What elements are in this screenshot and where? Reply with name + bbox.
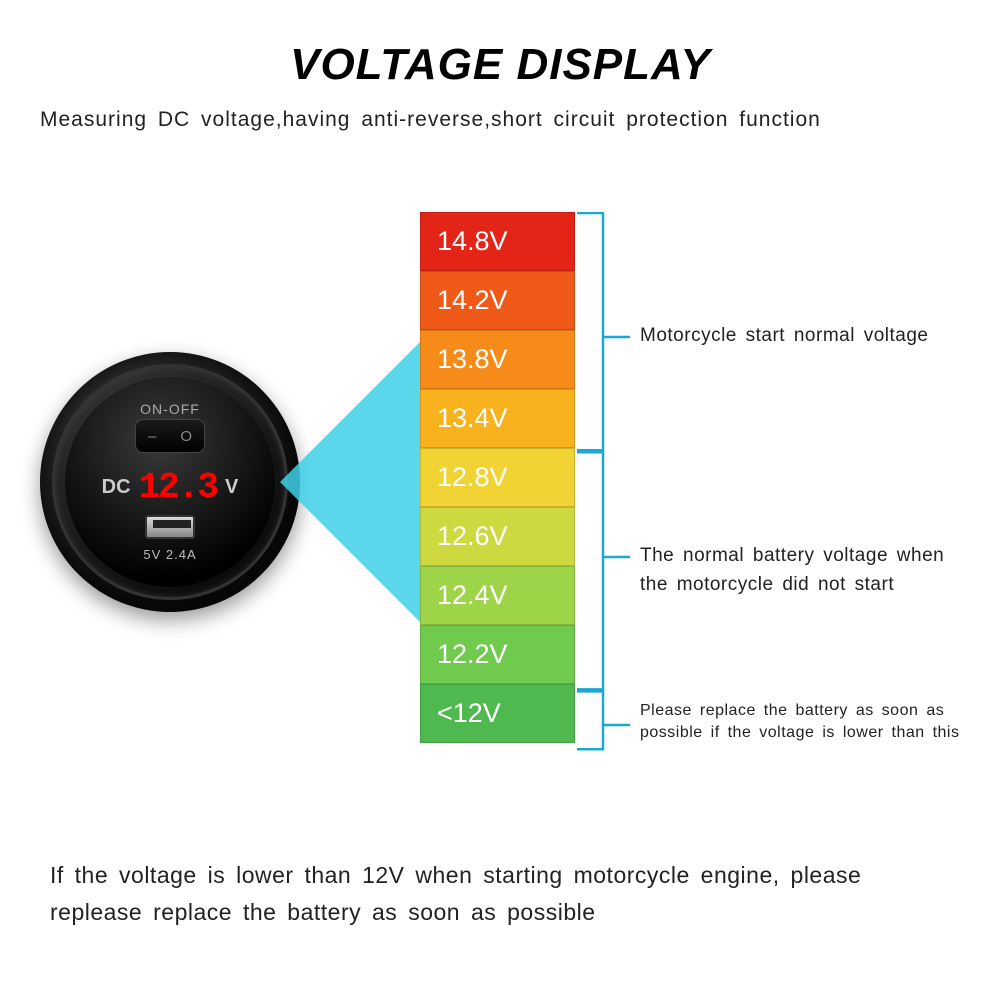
voltage-bar: <12V — [420, 684, 575, 743]
voltage-bar: 12.2V — [420, 625, 575, 684]
footer-warning: If the voltage is lower than 12V when st… — [50, 857, 951, 931]
usb-port-icon — [145, 515, 195, 539]
page-title: VOLTAGE DISPLAY — [0, 0, 1001, 90]
voltage-bar: 13.4V — [420, 389, 575, 448]
bracket-guides — [575, 212, 635, 752]
main-diagram: ON-OFF – O DC 12.3 V 5V 2.4A 14.8V14.2V1… — [0, 192, 1001, 812]
subtitle-text: Measuring DC voltage,having anti-reverse… — [0, 90, 1001, 132]
usb-label: 5V 2.4A — [65, 547, 275, 562]
voltage-reading: 12.3 — [139, 467, 217, 508]
switch-on-icon: O — [180, 428, 192, 445]
voltage-annotation: Please replace the battery as soon as po… — [640, 700, 980, 743]
voltage-device: ON-OFF – O DC 12.3 V 5V 2.4A — [40, 352, 300, 612]
voltage-annotation: The normal battery voltage when the moto… — [640, 542, 980, 599]
voltage-bar: 12.6V — [420, 507, 575, 566]
dc-label: DC — [102, 476, 131, 499]
voltage-color-scale: 14.8V14.2V13.8V13.4V12.8V12.6V12.4V12.2V… — [420, 212, 575, 743]
voltage-bar: 12.8V — [420, 448, 575, 507]
voltage-bar: 13.8V — [420, 330, 575, 389]
voltage-annotation: Motorcycle start normal voltage — [640, 322, 929, 351]
switch-off-icon: – — [148, 428, 156, 445]
volt-unit: V — [225, 476, 238, 499]
power-switch: – O — [135, 419, 205, 453]
projection-beam — [280, 337, 425, 627]
voltage-bar: 14.8V — [420, 212, 575, 271]
voltage-bar: 14.2V — [420, 271, 575, 330]
voltage-bar: 12.4V — [420, 566, 575, 625]
switch-label: ON-OFF — [65, 401, 275, 417]
